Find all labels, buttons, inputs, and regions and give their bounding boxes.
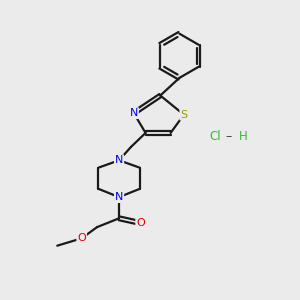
Text: N: N <box>115 155 123 165</box>
Text: N: N <box>130 108 138 118</box>
Text: S: S <box>180 110 188 120</box>
Text: –: – <box>222 130 237 143</box>
Text: H: H <box>238 130 247 143</box>
Text: N: N <box>115 192 123 202</box>
Text: O: O <box>136 218 145 228</box>
Text: Cl: Cl <box>209 130 220 143</box>
Text: O: O <box>77 233 86 243</box>
